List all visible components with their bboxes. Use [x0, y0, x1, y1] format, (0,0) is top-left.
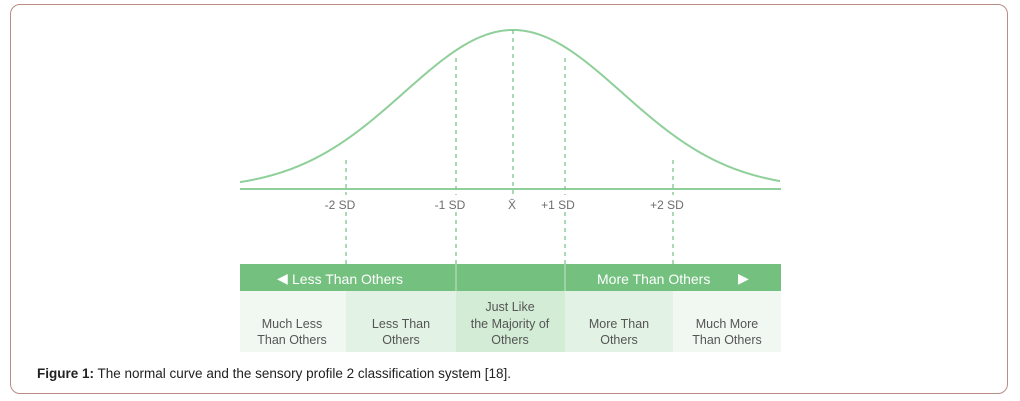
- caption-label: Figure 1:: [37, 366, 95, 381]
- cat-much-more-line2: Than Others: [692, 333, 761, 347]
- figure-caption: Figure 1: The normal curve and the senso…: [37, 366, 511, 381]
- cat-more-line1: More Than: [589, 317, 649, 331]
- cat-more-line2: Others: [600, 333, 638, 347]
- caption-text: The normal curve and the sensory profile…: [94, 366, 511, 381]
- cell-majority: [456, 291, 565, 352]
- cat-less-line2: Others: [382, 333, 420, 347]
- cat-much-more-line1: Much More: [696, 317, 759, 331]
- cell-more: [565, 291, 673, 352]
- cell-much-more: [673, 291, 781, 352]
- band-label-less: Less Than Others: [292, 271, 403, 287]
- header-band: [240, 264, 781, 291]
- cat-much-less-line1: Much Less: [262, 317, 322, 331]
- tick-plus2-sd: +2 SD: [650, 198, 684, 212]
- tick-plus1-sd: +1 SD: [541, 198, 575, 212]
- tick-minus1-sd: -1 SD: [435, 198, 466, 212]
- band-label-more: More Than Others: [597, 271, 710, 287]
- cat-majority-line3: Others: [491, 333, 529, 347]
- cat-less-line1: Less Than: [372, 317, 430, 331]
- cat-majority-line1: Just Like: [485, 300, 534, 314]
- cell-less: [346, 291, 456, 352]
- cat-much-less-line2: Than Others: [257, 333, 326, 347]
- left-arrow-icon: ◀: [277, 270, 288, 286]
- cell-much-less: [240, 291, 346, 352]
- sd-guides: [345, 30, 674, 264]
- normal-curve: [239, 29, 781, 184]
- right-arrow-icon: ▶: [738, 270, 749, 286]
- tick-minus2-sd: -2 SD: [325, 198, 356, 212]
- cat-majority-line2: the Majority of: [471, 317, 550, 331]
- tick-mean: X̄: [508, 198, 516, 212]
